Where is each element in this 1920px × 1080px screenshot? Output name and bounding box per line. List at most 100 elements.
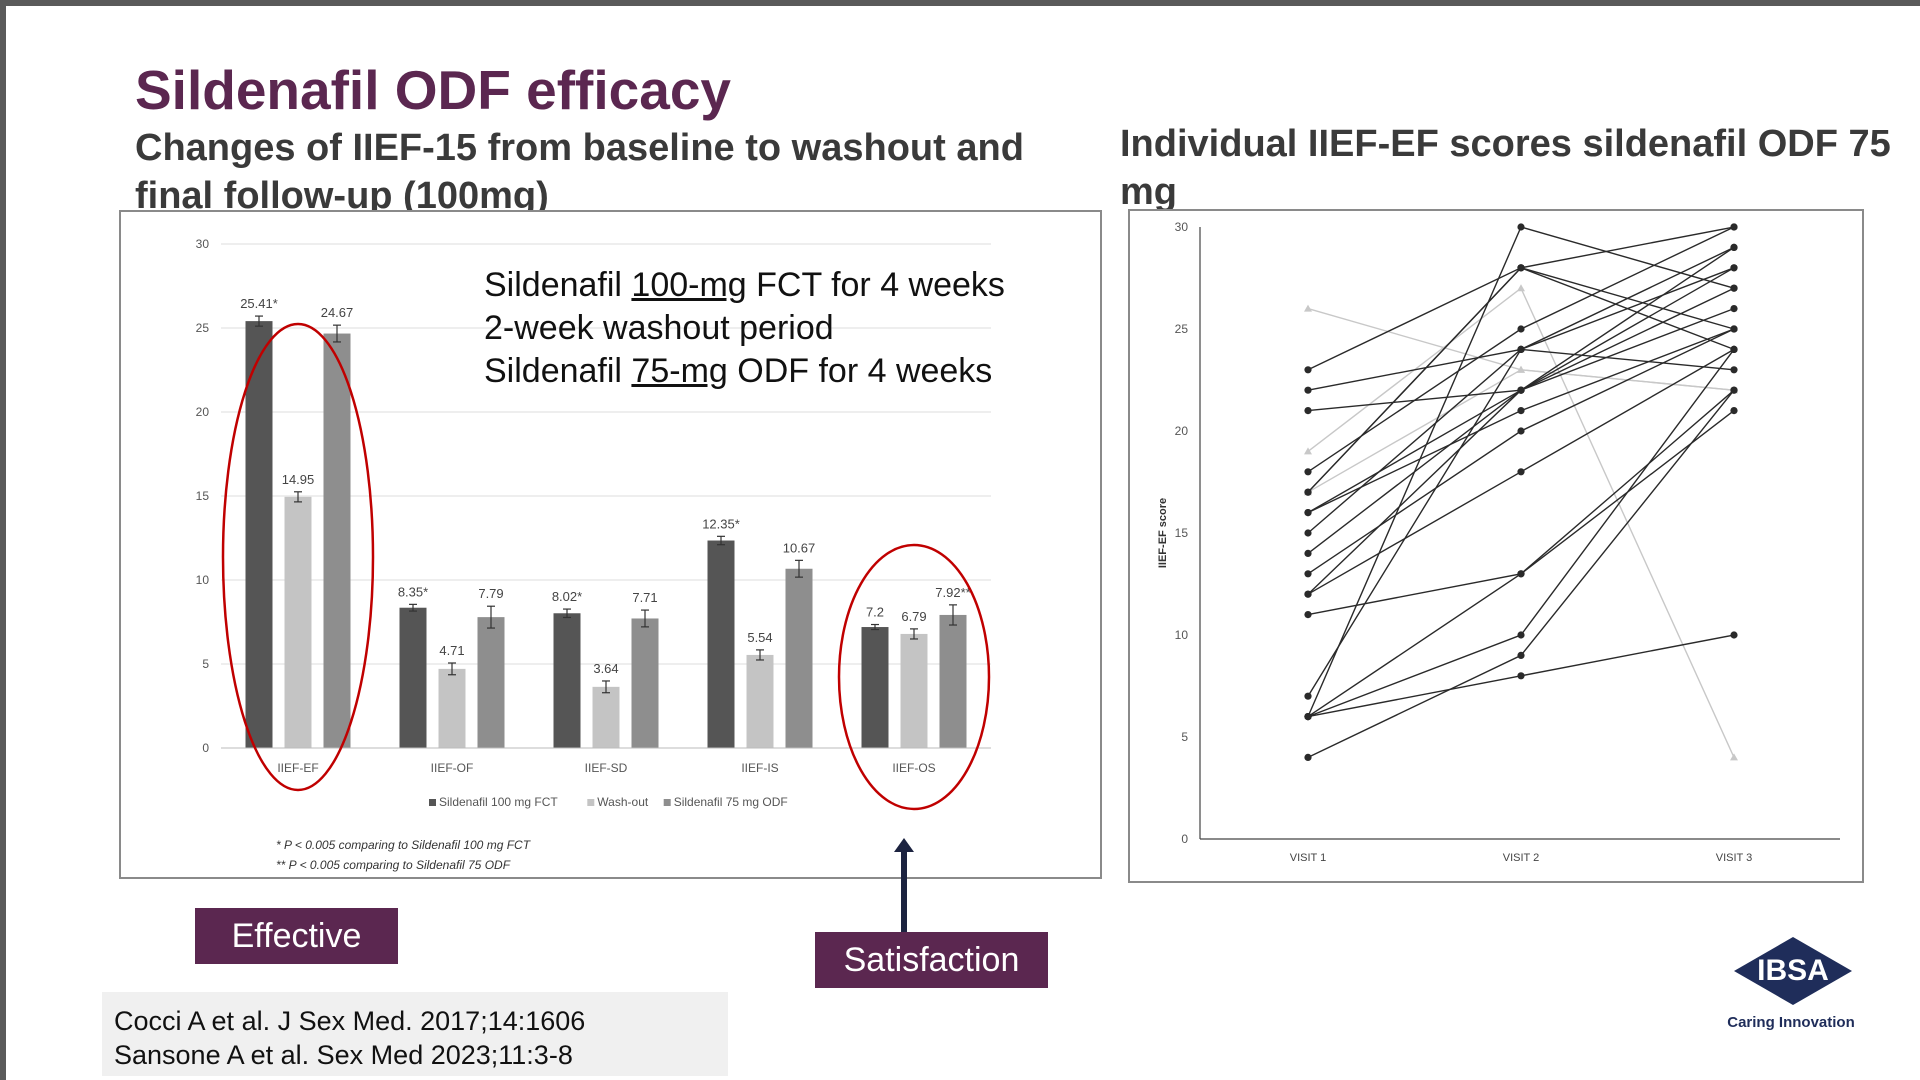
series-line: [1307, 410, 1735, 718]
x-tick-label: IIEF-EF: [277, 761, 318, 775]
y-tick-label: 10: [1175, 628, 1189, 642]
data-label: 7.71: [632, 590, 657, 605]
y-tick-label: 15: [196, 489, 210, 503]
x-tick-label: VISIT 3: [1716, 852, 1752, 864]
data-point: [1517, 345, 1525, 353]
data-point: [1304, 447, 1312, 455]
bar: [746, 654, 774, 748]
data-label: 25.41*: [240, 296, 278, 311]
bar: [785, 568, 813, 748]
dose-75mg: 75-mg: [631, 352, 728, 390]
data-point: [1517, 407, 1525, 415]
data-point: [1304, 366, 1312, 374]
data-point: [1304, 386, 1312, 394]
error-bar: [795, 559, 803, 578]
ibsa-logo: IBSA: [1734, 937, 1852, 1005]
legend-label: Wash-out: [597, 795, 649, 809]
data-point: [1304, 468, 1312, 476]
data-point: [1730, 631, 1738, 639]
y-axis-label: IIEF-EF score: [1157, 498, 1169, 568]
data-label: 7.92**: [935, 585, 970, 600]
slide: { "slide": { "title": "Sildenafil ODF ef…: [6, 6, 1920, 1080]
data-label: 8.35*: [398, 584, 428, 599]
data-point: [1730, 366, 1738, 374]
error-bar: [294, 491, 302, 503]
data-point: [1304, 407, 1312, 415]
data-label: 5.54: [747, 630, 772, 645]
error-bar: [255, 315, 263, 327]
footnote: ** P < 0.005 comparing to Sildenafil 75 …: [276, 858, 511, 872]
x-tick-label: IIEF-OS: [892, 761, 935, 775]
bar: [861, 627, 889, 748]
y-tick-label: 30: [196, 237, 210, 251]
data-label: 12.35*: [702, 516, 740, 531]
data-point: [1304, 529, 1312, 537]
x-tick-label: VISIT 2: [1503, 852, 1539, 864]
line-chart-subtitle: Individual IIEF-EF scores sildenafil ODF…: [1120, 123, 1891, 213]
bar: [245, 321, 273, 748]
data-point: [1304, 488, 1312, 496]
series-line: [1307, 267, 1735, 493]
error-bar: [409, 603, 417, 612]
y-tick-label: 15: [1175, 526, 1189, 540]
y-tick-label: 0: [1181, 832, 1188, 846]
bar: [900, 633, 928, 748]
line-chart-frame: 0 5 10 15 20 25 30 VISIT 1 VISIT 2 VISIT 3 IIEF-EF…: [1128, 209, 1864, 883]
error-bar: [448, 662, 456, 676]
data-point: [1730, 407, 1738, 415]
data-point: [1517, 672, 1525, 680]
protocol-line-2: 2-week washout period: [484, 309, 834, 347]
protocol-line-3: Sildenafil 75-mg ODF for 4 weeks: [484, 352, 993, 390]
error-bar: [756, 649, 764, 661]
data-point: [1517, 631, 1525, 639]
error-bar: [910, 628, 918, 640]
data-point: [1730, 386, 1738, 394]
data-label: 6.79: [901, 609, 926, 624]
data-label: 10.67: [783, 540, 816, 555]
data-label: 4.71: [439, 643, 464, 658]
dose-100mg: 100-mg: [631, 266, 747, 304]
data-point: [1304, 304, 1312, 312]
footnote: * P < 0.005 comparing to Sildenafil 100 …: [276, 838, 532, 852]
y-tick-label: 10: [196, 573, 210, 587]
bar-chart-subtitle: Changes of IIEF-15 from baseline to wash…: [135, 127, 1024, 217]
legend-swatch: [429, 799, 436, 806]
legend-swatch: [587, 799, 595, 806]
y-tick-label: 20: [196, 405, 210, 419]
data-point: [1730, 243, 1738, 251]
series-line: [1307, 328, 1735, 514]
y-tick-label: 0: [202, 741, 209, 755]
data-point: [1304, 570, 1312, 578]
bar: [631, 618, 659, 748]
data-point: [1304, 611, 1312, 619]
data-point: [1730, 284, 1738, 292]
series-line: [1307, 287, 1735, 758]
data-point: [1304, 753, 1312, 762]
line-chart: 0 5 10 15 20 25 30 VISIT 1 VISIT 2 VISIT 3 IIEF-EF…: [1157, 220, 1840, 864]
series-line: [1307, 389, 1735, 616]
data-point: [1304, 713, 1312, 721]
bar-chart: 0 5 10 15 20 25 30 25.41* 14.95 24.67 IIEF-EF 8.35*…: [196, 237, 991, 872]
references: Cocci A et al. J Sex Med. 2017;14:1606 S…: [102, 992, 728, 1076]
data-point: [1304, 590, 1312, 598]
data-point: [1517, 570, 1525, 578]
y-tick-label: 5: [1181, 730, 1188, 744]
data-point: [1304, 509, 1312, 517]
logo-text: IBSA: [1757, 954, 1829, 987]
data-point: [1730, 305, 1738, 313]
data-label: 24.67: [321, 305, 354, 320]
y-tick-label: 25: [1175, 322, 1189, 336]
protocol-line-1: Sildenafil 100-mg FCT for 4 weeks: [484, 266, 1005, 304]
series-line: [1307, 246, 1735, 595]
series-line: [1307, 328, 1735, 575]
highlight-ellipse: [837, 543, 991, 811]
x-tick-label: IIEF-OF: [431, 761, 474, 775]
data-label: 3.64: [593, 661, 618, 676]
bar: [399, 607, 427, 748]
bar: [592, 686, 620, 748]
error-bar: [641, 609, 649, 628]
y-tick-label: 30: [1175, 220, 1189, 234]
data-point: [1517, 427, 1525, 435]
data-point: [1730, 223, 1738, 231]
bar: [939, 614, 967, 748]
